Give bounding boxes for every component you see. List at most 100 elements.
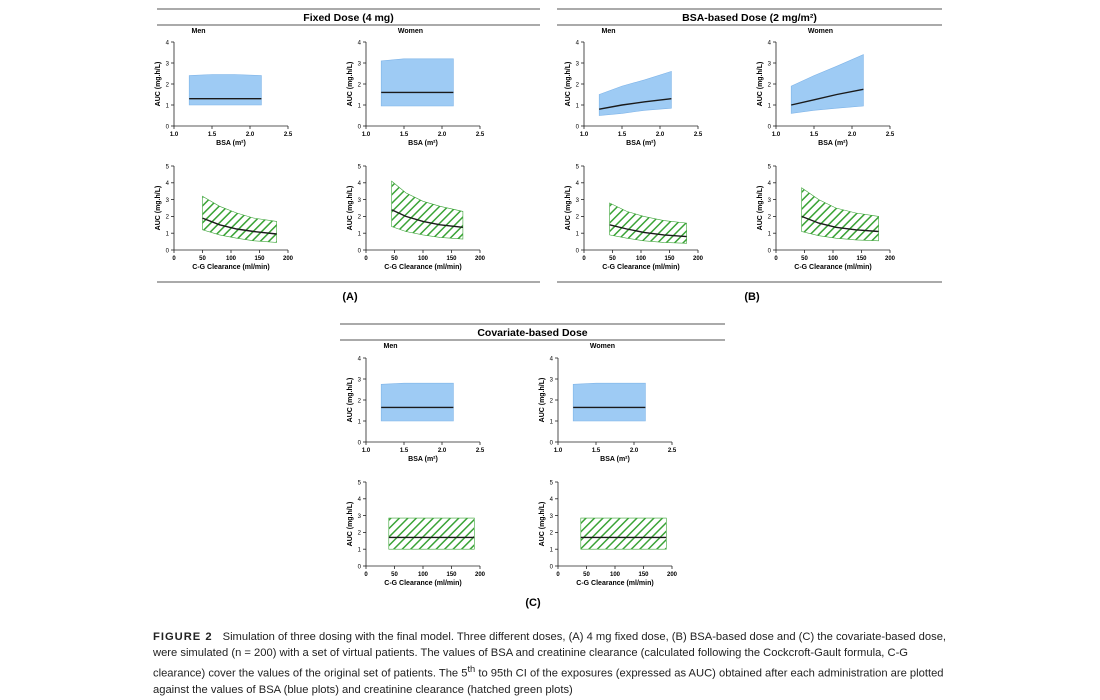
plot-a-men-cg-x-tick-label: 150 bbox=[254, 256, 265, 262]
plot-c-women-bsa-x-tick-label: 1.5 bbox=[592, 448, 601, 454]
panel-label-b: (B) bbox=[744, 291, 760, 303]
plot-b-men-cg-y-tick-label: 1 bbox=[576, 232, 580, 238]
plot-a-women-bsa-x-axis-label: BSA (m²) bbox=[408, 140, 438, 147]
plot-b-men-bsa-y-tick-label: 2 bbox=[576, 82, 580, 88]
plot-b-men-cg-y-axis-label: AUC (mg.h/L) bbox=[565, 186, 572, 231]
plot-a-men-bsa-axes: 0 1 2 3 4 1.0 1.5 2.0 2.5 BSA (m²) AUC (mg.h/L) bbox=[155, 40, 293, 147]
plot-b-women-cg-x-tick-label: 50 bbox=[801, 256, 808, 262]
plot-b-women-cg-y-tick-label: 5 bbox=[768, 164, 772, 170]
plot-c-women-cg-y-tick-label: 2 bbox=[550, 531, 554, 537]
plot-c-women-bsa-y-tick-label: 4 bbox=[550, 356, 554, 362]
plot-b-men-bsa-axes: 0 1 2 3 4 1.0 1.5 2.0 2.5 BSA (m²) AUC (mg.h/L) bbox=[565, 40, 703, 147]
plot-b-men-cg-y-tick-label: 0 bbox=[576, 248, 580, 254]
plot-c-men-cg-x-tick-label: 100 bbox=[418, 572, 429, 578]
plot-c-women-cg-y-axis-label: AUC (mg.h/L) bbox=[539, 502, 546, 547]
plot-c-men-cg-y-tick-label: 4 bbox=[358, 497, 362, 503]
plot-b-men-bsa-x-tick-label: 2.5 bbox=[694, 132, 703, 138]
plot-c-women-bsa-axes: 0 1 2 3 4 1.0 1.5 2.0 2.5 BSA (m²) AUC (mg.h/L) bbox=[539, 356, 677, 463]
plot-a-men-bsa-x-tick-label: 2.0 bbox=[246, 132, 255, 138]
plot-a-men-bsa-blue-ci-band bbox=[188, 74, 262, 106]
plot-a-women-bsa-y-axis-label: AUC (mg.h/L) bbox=[347, 62, 354, 107]
plot-b-men-bsa-x-tick-label: 2.0 bbox=[656, 132, 665, 138]
plot-c-men-cg-y-tick-label: 3 bbox=[358, 514, 362, 520]
plot-b-women-cg-x-axis-label: C-G Clearance (ml/min) bbox=[794, 264, 871, 271]
plot-c-women-cg-x-tick-label: 0 bbox=[556, 572, 560, 578]
caption-text-part2: to 95th CI of the exposures (expressed a… bbox=[153, 667, 944, 696]
plot-c-women-cg-x-tick-label: 150 bbox=[638, 572, 649, 578]
panel-c-title: Covariate-based Dose bbox=[477, 327, 587, 339]
plot-a-men-cg-y-tick-label: 3 bbox=[166, 198, 170, 204]
plot-a-men-bsa-x-tick-label: 1.5 bbox=[208, 132, 217, 138]
plot-a-men-bsa-x-tick-label: 2.5 bbox=[284, 132, 293, 138]
panel-a-title: Fixed Dose (4 mg) bbox=[303, 12, 393, 24]
plot-a-women-cg-x-tick-label: 150 bbox=[446, 256, 457, 262]
plot-c-women-cg-y-tick-label: 0 bbox=[550, 564, 554, 570]
plot-a-women-bsa-x-tick-label: 2.5 bbox=[476, 132, 485, 138]
column-header-men: Men bbox=[602, 28, 616, 35]
plot-c-men-cg-x-axis-label: C-G Clearance (ml/min) bbox=[384, 580, 461, 587]
plot-a-men-cg-median-line bbox=[202, 217, 277, 235]
plot-a-women-cg-x-tick-label: 50 bbox=[391, 256, 398, 262]
plot-c-women-cg-x-tick-label: 100 bbox=[610, 572, 621, 578]
plot-b-women-bsa: 0 1 2 3 4 1.0 1.5 2.0 2.5 BSA (m²) AUC (mg.h/L) bbox=[757, 40, 895, 147]
plot-a-women-cg-x-axis-label: C-G Clearance (ml/min) bbox=[384, 264, 461, 271]
plot-c-men-bsa-y-tick-label: 0 bbox=[358, 440, 362, 446]
plot-c-men-bsa-x-tick-label: 2.5 bbox=[476, 448, 485, 454]
panel-c: Covariate-based Dose Men Women (C) 0 1 2 3 4 1.0 1… bbox=[340, 323, 725, 609]
plot-c-women-bsa-y-tick-label: 2 bbox=[550, 398, 554, 404]
plot-b-women-bsa-x-tick-label: 2.5 bbox=[886, 132, 895, 138]
plot-b-women-cg-y-axis-label: AUC (mg.h/L) bbox=[757, 186, 764, 231]
plot-a-men-bsa-y-tick-label: 4 bbox=[166, 40, 170, 46]
plot-c-men-cg-y-tick-label: 2 bbox=[358, 531, 362, 537]
panel-b: BSA-based Dose (2 mg/m²) Men Women (B) 0 1 2 3 4… bbox=[557, 8, 942, 303]
plot-b-women-bsa-median-line bbox=[791, 88, 864, 106]
plot-c-men-cg-y-tick-label: 1 bbox=[358, 548, 362, 554]
plot-b-men-bsa-y-tick-label: 0 bbox=[576, 124, 580, 130]
plot-c-men-bsa: 0 1 2 3 4 1.0 1.5 2.0 2.5 BSA (m²) AUC (mg.h/L) bbox=[347, 356, 485, 463]
plot-b-women-bsa-y-tick-label: 3 bbox=[768, 61, 772, 67]
plot-c-women-bsa-x-axis-label: BSA (m²) bbox=[600, 456, 630, 463]
plot-c-women-bsa-blue-ci-band bbox=[572, 382, 646, 422]
plot-a-men-bsa-x-axis-label: BSA (m²) bbox=[216, 140, 246, 147]
plot-b-men-cg-x-axis-label: C-G Clearance (ml/min) bbox=[602, 264, 679, 271]
plot-b-women-bsa-x-tick-label: 1.0 bbox=[772, 132, 781, 138]
column-header-men: Men bbox=[192, 28, 206, 35]
plot-c-men-cg-hatched-ci-band bbox=[388, 517, 475, 550]
plot-c-men-bsa-y-tick-label: 1 bbox=[358, 419, 362, 425]
plot-a-men-bsa-y-tick-label: 2 bbox=[166, 82, 170, 88]
plot-a-men-cg-y-tick-label: 1 bbox=[166, 232, 170, 238]
plot-c-men-bsa-y-tick-label: 2 bbox=[358, 398, 362, 404]
plot-a-women-bsa-y-tick-label: 0 bbox=[358, 124, 362, 130]
plot-b-men-bsa-y-axis-label: AUC (mg.h/L) bbox=[565, 62, 572, 107]
plot-a-men-bsa-y-tick-label: 1 bbox=[166, 103, 170, 109]
plot-a-men-cg-x-axis-label: C-G Clearance (ml/min) bbox=[192, 264, 269, 271]
plot-c-women-cg-y-tick-label: 3 bbox=[550, 514, 554, 520]
plot-c-men-cg-y-tick-label: 0 bbox=[358, 564, 362, 570]
plot-c-women-bsa-y-axis-label: AUC (mg.h/L) bbox=[539, 378, 546, 423]
plot-b-women-cg-x-tick-label: 200 bbox=[885, 256, 896, 262]
plot-b-men-cg-x-tick-label: 50 bbox=[609, 256, 616, 262]
plot-a-women-bsa: 0 1 2 3 4 1.0 1.5 2.0 2.5 BSA (m²) AUC (mg.h/L) bbox=[347, 40, 485, 147]
column-header-women: Women bbox=[590, 343, 615, 350]
plot-a-men-bsa-x-tick-label: 1.0 bbox=[170, 132, 179, 138]
caption-label: FIGURE 2 bbox=[153, 631, 213, 643]
plot-c-men-bsa-y-tick-label: 3 bbox=[358, 377, 362, 383]
plot-b-men-cg-y-tick-label: 3 bbox=[576, 198, 580, 204]
plot-a-women-cg-y-tick-label: 2 bbox=[358, 215, 362, 221]
plot-b-men-cg-median-line bbox=[609, 224, 687, 238]
plot-b-men-bsa-x-axis-label: BSA (m²) bbox=[626, 140, 656, 147]
plot-a-women-bsa-y-tick-label: 2 bbox=[358, 82, 362, 88]
plot-b-men-cg-x-tick-label: 150 bbox=[664, 256, 675, 262]
plot-a-women-cg-x-tick-label: 200 bbox=[475, 256, 486, 262]
plot-b-women-cg-y-tick-label: 2 bbox=[768, 215, 772, 221]
plot-a-women-cg-y-tick-label: 0 bbox=[358, 248, 362, 254]
plot-a-men-cg-x-tick-label: 50 bbox=[199, 256, 206, 262]
plot-b-women-bsa-y-tick-label: 2 bbox=[768, 82, 772, 88]
plot-b-women-cg-x-tick-label: 100 bbox=[828, 256, 839, 262]
plot-a-women-bsa-x-tick-label: 2.0 bbox=[438, 132, 447, 138]
plot-a-men-cg-x-tick-label: 0 bbox=[172, 256, 176, 262]
plot-a-men-bsa-y-axis-label: AUC (mg.h/L) bbox=[155, 62, 162, 107]
